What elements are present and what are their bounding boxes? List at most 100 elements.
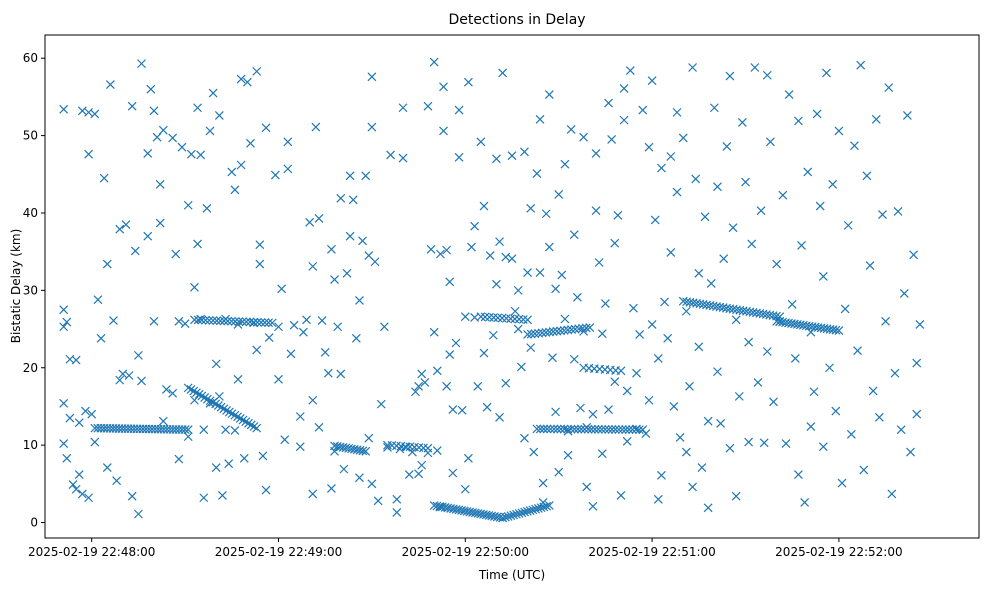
data-point <box>168 133 178 143</box>
data-point <box>260 318 270 328</box>
data-point <box>566 424 576 434</box>
data-point <box>566 124 576 134</box>
data-point <box>644 142 654 152</box>
data-point <box>542 501 552 511</box>
data-point <box>246 138 255 148</box>
data-point <box>127 101 137 111</box>
data-point <box>535 114 545 124</box>
data-point <box>227 316 236 326</box>
data-point <box>233 412 242 422</box>
data-point <box>794 116 803 126</box>
data-point <box>688 482 697 492</box>
data-point <box>249 422 259 431</box>
data-point <box>831 325 841 335</box>
data-point <box>536 503 546 513</box>
data-point <box>522 506 532 516</box>
data-point <box>308 261 318 271</box>
data-point <box>834 126 844 136</box>
data-point <box>115 375 125 385</box>
data-point <box>653 354 663 363</box>
data-point <box>737 118 747 127</box>
data-point <box>224 459 234 469</box>
x-tick-label: 2025-02-19 22:48:00 <box>28 545 155 559</box>
data-point <box>190 315 199 325</box>
data-point <box>467 242 476 252</box>
data-point <box>407 447 417 457</box>
data-point <box>358 236 367 246</box>
data-point <box>274 322 283 332</box>
data-point <box>295 412 305 421</box>
data-point <box>71 355 81 365</box>
data-point <box>657 163 666 173</box>
data-point <box>576 403 585 413</box>
data-point <box>171 249 181 259</box>
data-point <box>803 167 813 177</box>
data-point <box>137 59 146 69</box>
data-point <box>451 338 461 348</box>
data-point <box>90 109 100 119</box>
data-point <box>622 436 632 446</box>
data-point <box>762 70 772 80</box>
data-point <box>473 381 483 391</box>
data-point <box>538 478 548 488</box>
data-point <box>744 437 754 447</box>
data-point <box>569 230 579 240</box>
chart-title: Detections in Delay <box>448 12 585 28</box>
data-point <box>208 397 218 407</box>
data-point <box>445 277 455 287</box>
data-point <box>404 470 414 479</box>
data-point <box>480 312 490 322</box>
data-point <box>161 384 171 394</box>
data-point <box>264 333 274 342</box>
data-point <box>109 316 118 325</box>
data-point <box>457 405 467 415</box>
data-point <box>398 153 408 163</box>
data-point <box>545 327 554 337</box>
data-point <box>242 77 252 87</box>
data-point <box>177 142 187 152</box>
data-point <box>552 326 562 336</box>
data-point <box>429 57 439 67</box>
data-point <box>143 231 153 241</box>
data-point <box>202 394 212 404</box>
data-point <box>812 109 822 119</box>
data-point <box>155 179 165 189</box>
data-point <box>588 409 598 419</box>
data-point <box>616 366 626 376</box>
data-point <box>208 316 218 325</box>
data-point <box>644 395 654 405</box>
data-point <box>514 509 524 518</box>
data-point <box>261 123 271 133</box>
data-point <box>790 354 800 363</box>
data-point <box>874 412 884 422</box>
data-point <box>180 425 190 435</box>
data-point <box>270 170 280 180</box>
data-point <box>604 98 613 108</box>
data-point <box>582 482 592 492</box>
data-point <box>376 399 386 409</box>
data-point <box>859 465 869 475</box>
data-point <box>414 381 424 391</box>
data-point <box>559 325 569 335</box>
data-point <box>143 148 153 158</box>
data-point <box>196 150 206 160</box>
data-point <box>647 76 657 86</box>
data-point <box>212 316 222 326</box>
x-tick-label: 2025-02-19 22:51:00 <box>588 545 715 559</box>
data-point <box>899 289 909 298</box>
data-point <box>915 319 925 329</box>
data-point <box>681 306 691 316</box>
data-point <box>158 416 168 426</box>
data-point <box>794 470 803 479</box>
data-point <box>211 463 221 473</box>
data-point <box>238 415 248 425</box>
data-point <box>902 111 912 120</box>
data-point <box>87 409 97 419</box>
data-point <box>199 425 209 435</box>
data-point <box>492 279 501 289</box>
data-point <box>204 315 214 325</box>
data-point <box>593 424 603 434</box>
data-point <box>753 378 763 387</box>
x-axis: 2025-02-19 22:48:00 2025-02-19 22:49:00 20… <box>28 538 903 559</box>
